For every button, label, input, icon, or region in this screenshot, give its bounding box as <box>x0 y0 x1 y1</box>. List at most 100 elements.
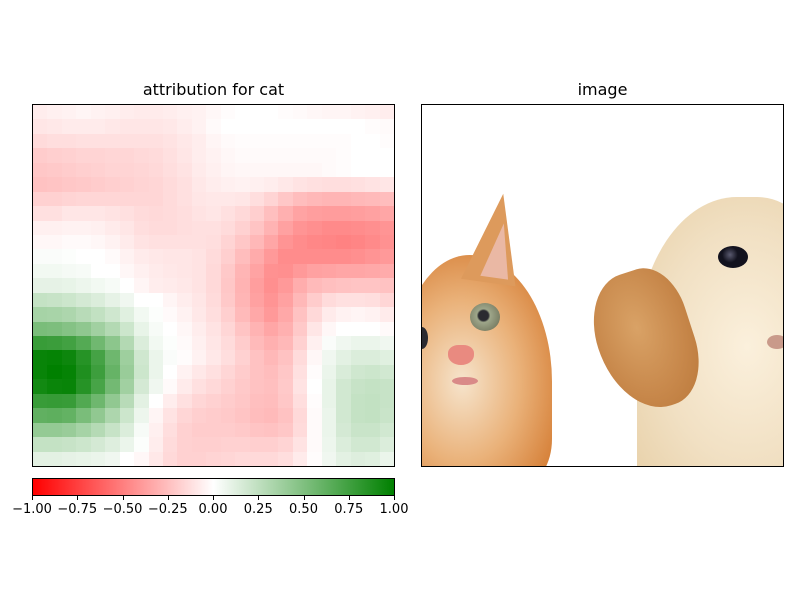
heatmap-cell <box>321 234 337 250</box>
heatmap-cell <box>321 177 337 192</box>
heatmap-cell <box>162 364 178 380</box>
heatmap-cell <box>148 292 163 308</box>
heatmap-cell <box>292 336 308 351</box>
heatmap-cell <box>47 278 62 293</box>
heatmap-cell <box>278 321 293 337</box>
heatmap-cell <box>264 292 279 308</box>
heatmap-cell <box>278 119 293 134</box>
heatmap-cell <box>61 364 77 380</box>
heatmap-cell <box>278 364 293 380</box>
heatmap-cell <box>162 105 178 120</box>
heatmap-cell <box>90 278 106 293</box>
heatmap-cell <box>249 393 265 409</box>
heatmap-cell <box>134 321 149 337</box>
heatmap-cell <box>249 336 265 351</box>
heatmap-cell <box>61 105 77 120</box>
heatmap-cell <box>177 206 192 221</box>
heatmap-cell <box>191 263 207 279</box>
heatmap-cell <box>61 249 77 264</box>
heatmap-cell <box>148 220 163 235</box>
heatmap-cell <box>105 177 120 192</box>
heatmap-cell <box>162 437 178 452</box>
heatmap-cell <box>47 336 62 351</box>
colorbar-tick <box>348 496 350 500</box>
heatmap-cell <box>162 379 178 394</box>
heatmap-cell <box>148 148 163 163</box>
heatmap-cell <box>235 263 250 279</box>
heatmap-cell <box>220 437 236 452</box>
colorbar-tick-label: 1.00 <box>379 502 409 517</box>
heatmap-cell <box>350 105 366 120</box>
heatmap-cell <box>134 292 149 308</box>
heatmap-cell <box>249 119 265 134</box>
heatmap-cell <box>350 408 366 423</box>
heatmap-cell <box>162 206 178 221</box>
heatmap-cell <box>47 119 62 134</box>
heatmap-cell <box>292 364 308 380</box>
heatmap-cell <box>249 321 265 337</box>
heatmap-cell <box>336 278 351 293</box>
heatmap-cell <box>90 148 106 163</box>
heatmap-cell <box>191 119 207 134</box>
heatmap-cell <box>47 206 62 221</box>
heatmap-cell <box>162 350 178 365</box>
heatmap-cell <box>365 393 380 409</box>
heatmap-cell <box>292 148 308 163</box>
heatmap-cell <box>105 307 120 322</box>
heatmap-cell <box>61 220 77 235</box>
heatmap-cell <box>148 350 163 365</box>
heatmap-cell <box>119 119 135 134</box>
heatmap-cell <box>177 105 192 120</box>
heatmap-cell <box>307 263 322 279</box>
heatmap-cell <box>148 177 163 192</box>
heatmap-cell <box>336 249 351 264</box>
heatmap-cell <box>177 133 192 149</box>
heatmap-cell <box>235 278 250 293</box>
heatmap-cell <box>379 105 394 120</box>
heatmap-cell <box>235 336 250 351</box>
heatmap-cell <box>119 307 135 322</box>
heatmap-cell <box>365 336 380 351</box>
heatmap-cell <box>365 105 380 120</box>
heatmap-cell <box>61 177 77 192</box>
heatmap-cell <box>33 393 48 409</box>
heatmap-cell <box>134 148 149 163</box>
heatmap-cell <box>307 336 322 351</box>
heatmap-cell <box>350 191 366 207</box>
heatmap-cell <box>220 191 236 207</box>
heatmap-cell <box>321 292 337 308</box>
heatmap-cell <box>76 364 91 380</box>
heatmap-cell <box>379 451 394 466</box>
heatmap-cell <box>235 234 250 250</box>
heatmap-cell <box>292 321 308 337</box>
colorbar <box>32 478 395 496</box>
heatmap-cell <box>47 393 62 409</box>
heatmap-cell <box>264 133 279 149</box>
heatmap-cell <box>292 220 308 235</box>
heatmap-cell <box>336 191 351 207</box>
heatmap-cell <box>278 249 293 264</box>
heatmap-cell <box>206 105 221 120</box>
heatmap-cell <box>90 451 106 466</box>
heatmap-cell <box>33 408 48 423</box>
heatmap-cell <box>191 437 207 452</box>
heatmap-cell <box>321 278 337 293</box>
heatmap-cell <box>191 307 207 322</box>
heatmap-cell <box>148 336 163 351</box>
heatmap-cell <box>162 191 178 207</box>
heatmap-cell <box>307 148 322 163</box>
heatmap-cell <box>321 422 337 438</box>
heatmap-cell <box>220 307 236 322</box>
colorbar-tick <box>77 496 79 500</box>
heatmap-cell <box>206 393 221 409</box>
heatmap-cell <box>134 379 149 394</box>
heatmap-cell <box>220 206 236 221</box>
heatmap-cell <box>90 162 106 178</box>
heatmap-cell <box>235 249 250 264</box>
heatmap-cell <box>191 148 207 163</box>
heatmap-cell <box>264 393 279 409</box>
heatmap-cell <box>307 177 322 192</box>
heatmap-cell <box>379 336 394 351</box>
heatmap-cell <box>249 162 265 178</box>
heatmap-cell <box>336 451 351 466</box>
